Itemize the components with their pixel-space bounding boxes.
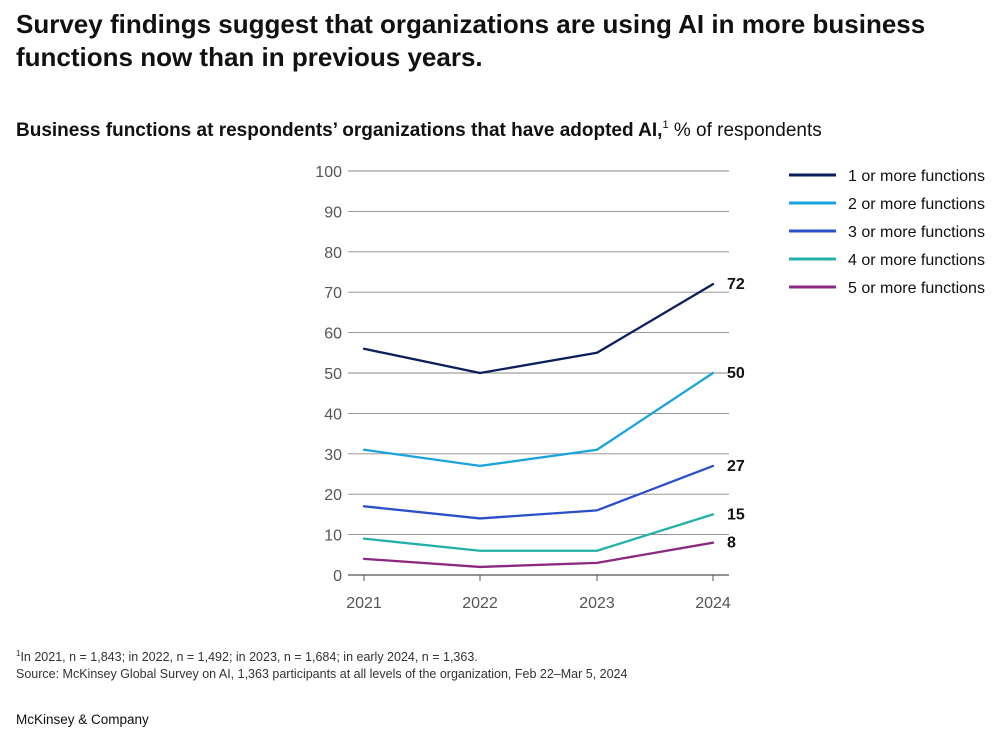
subtitle-unit: % of respondents bbox=[673, 120, 822, 141]
footnote-marker: 1 bbox=[16, 649, 21, 658]
series-line-5 bbox=[362, 541, 715, 569]
end-value-label: 50 bbox=[727, 365, 745, 382]
y-tick-label: 90 bbox=[324, 204, 342, 221]
y-tick-label: 10 bbox=[324, 528, 342, 545]
y-tick-label: 50 bbox=[324, 366, 342, 383]
legend-label: 2 or more functions bbox=[848, 196, 985, 213]
legend-label: 1 or more functions bbox=[848, 168, 985, 185]
chart-subtitle: Business functions at respondents’ organ… bbox=[16, 113, 822, 143]
x-axis-tick-labels: 2021 2022 2023 2024 bbox=[346, 575, 731, 612]
chart-headline: Survey findings suggest that organizatio… bbox=[16, 9, 926, 72]
legend-label: 5 or more functions bbox=[848, 280, 985, 297]
legend-label: 4 or more functions bbox=[848, 252, 985, 269]
y-tick-label: 70 bbox=[324, 285, 342, 302]
brand-logo-text: McKinsey & Company bbox=[16, 712, 149, 727]
subtitle-text: Business functions at respondents’ organ… bbox=[16, 120, 663, 141]
x-tick-label: 2024 bbox=[695, 595, 731, 612]
footnote-sample-sizes: In 2021, n = 1,843; in 2022, n = 1,492; … bbox=[20, 650, 478, 664]
gridlines bbox=[348, 170, 729, 576]
x-tick-label: 2021 bbox=[346, 595, 382, 612]
y-tick-label: 30 bbox=[324, 447, 342, 464]
legend: 1 or more functions 2 or more functions 3 … bbox=[789, 168, 985, 297]
y-tick-label: 0 bbox=[333, 568, 342, 585]
series-line-4 bbox=[362, 513, 715, 552]
y-axis-tick-labels: 0 10 20 30 40 50 60 70 80 90 100 bbox=[315, 164, 342, 585]
footnotes: 1In 2021, n = 1,843; in 2022, n = 1,492;… bbox=[16, 645, 627, 683]
x-tick-label: 2023 bbox=[579, 595, 615, 612]
end-value-label: 27 bbox=[727, 458, 745, 475]
legend-label: 3 or more functions bbox=[848, 224, 985, 241]
x-tick-label: 2022 bbox=[462, 595, 498, 612]
series-line-3 bbox=[362, 464, 715, 520]
y-tick-label: 20 bbox=[324, 487, 342, 504]
end-value-label: 8 bbox=[727, 535, 736, 552]
end-value-labels: 72 50 27 15 8 bbox=[727, 276, 745, 552]
series-line-2 bbox=[362, 371, 715, 468]
end-value-label: 72 bbox=[727, 276, 745, 293]
y-tick-label: 100 bbox=[315, 164, 342, 181]
end-value-label: 15 bbox=[727, 506, 745, 523]
y-tick-label: 80 bbox=[324, 245, 342, 262]
y-tick-label: 40 bbox=[324, 406, 342, 423]
footnote-1: 1In 2021, n = 1,843; in 2022, n = 1,492;… bbox=[16, 645, 627, 666]
subtitle-footnote-marker: 1 bbox=[662, 119, 669, 131]
series-lines bbox=[362, 282, 715, 569]
y-tick-label: 60 bbox=[324, 326, 342, 343]
footnote-source: Source: McKinsey Global Survey on AI, 1,… bbox=[16, 667, 628, 681]
series-line-1 bbox=[362, 282, 715, 375]
